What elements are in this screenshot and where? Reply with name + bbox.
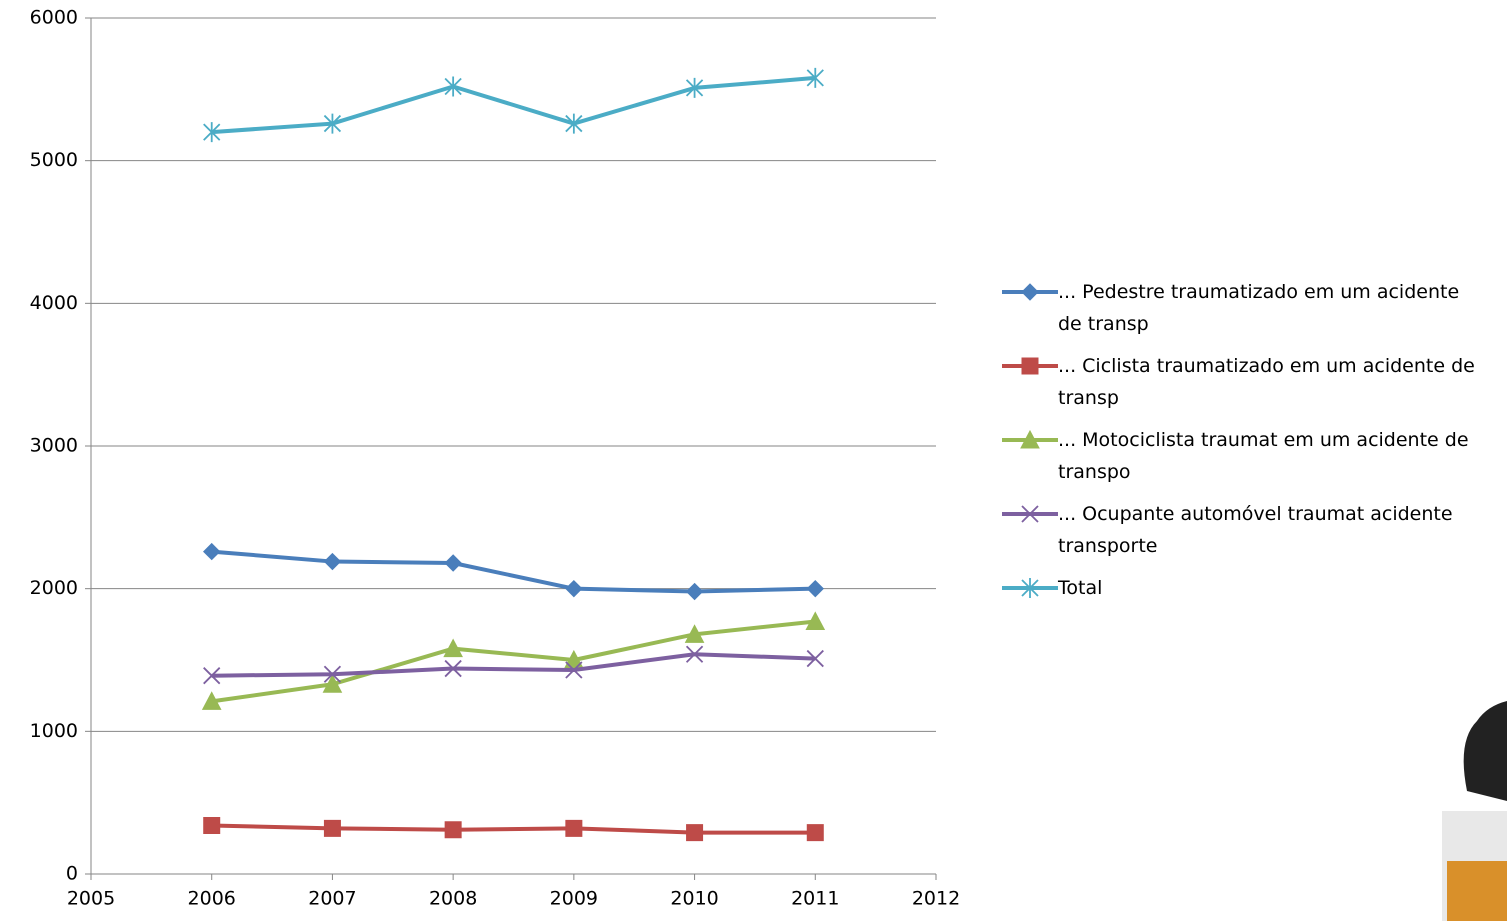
key-shape bbox=[1463, 701, 1507, 801]
marker bbox=[686, 824, 704, 842]
marker bbox=[685, 582, 704, 601]
legend-item: ... Pedestre traumatizado em um acidente… bbox=[1000, 276, 1500, 340]
x-tick-label: 2008 bbox=[429, 888, 477, 910]
x-tick-label: 2012 bbox=[912, 888, 960, 910]
x-tick-label: 2005 bbox=[67, 888, 115, 910]
legend-item: ... Ocupante automóvel traumat acidente … bbox=[1000, 498, 1500, 562]
series-line bbox=[211, 75, 816, 135]
marker bbox=[685, 77, 704, 98]
marker bbox=[444, 821, 462, 839]
series-line bbox=[211, 549, 816, 594]
marker bbox=[565, 661, 583, 679]
x-tick-label: 2010 bbox=[670, 888, 718, 910]
marker bbox=[565, 579, 583, 598]
x-tick-label: 2009 bbox=[550, 888, 598, 910]
marker bbox=[203, 122, 221, 143]
y-tick-label: 4000 bbox=[30, 292, 78, 314]
y-tick-label: 1000 bbox=[30, 720, 78, 742]
y-tick-label: 6000 bbox=[30, 7, 78, 29]
x-tick-label: 2011 bbox=[791, 888, 839, 910]
legend-symbol bbox=[1002, 283, 1058, 301]
y-tick-label: 3000 bbox=[30, 435, 78, 457]
legend-symbol bbox=[1002, 578, 1058, 598]
marker bbox=[565, 819, 583, 837]
marker bbox=[323, 113, 342, 134]
marker bbox=[203, 667, 221, 685]
legend-symbol bbox=[1002, 505, 1058, 523]
marker bbox=[1020, 429, 1040, 449]
marker bbox=[806, 649, 824, 668]
marker bbox=[443, 638, 463, 658]
x-tick-label: 2007 bbox=[308, 888, 356, 910]
marker bbox=[1021, 283, 1039, 301]
legend-label: ... Ocupante automóvel traumat acidente … bbox=[1058, 503, 1453, 557]
marker bbox=[685, 645, 704, 663]
drink bbox=[1447, 861, 1507, 921]
marker bbox=[323, 665, 342, 683]
legend-label: ... Pedestre traumatizado em um acidente… bbox=[1058, 281, 1460, 335]
legend-symbol bbox=[1002, 357, 1058, 375]
legend: ... Pedestre traumatizado em um acidente… bbox=[1000, 276, 1500, 614]
marker bbox=[323, 819, 341, 837]
marker bbox=[806, 579, 824, 598]
marker bbox=[806, 67, 824, 88]
marker bbox=[806, 824, 824, 842]
marker bbox=[1021, 505, 1039, 523]
marker bbox=[1021, 578, 1039, 598]
legend-item: ... Ciclista traumatizado em um acidente… bbox=[1000, 350, 1500, 414]
y-tick-label: 2000 bbox=[30, 577, 78, 599]
marker bbox=[203, 542, 221, 561]
marker bbox=[684, 624, 705, 643]
marker bbox=[203, 816, 221, 834]
chart: 0 1000 2000 3000 4000 5000 6000 2005 2006 2007 200… bbox=[30, 7, 961, 910]
y-tick-label: 5000 bbox=[30, 149, 78, 171]
legend-item: Total bbox=[1000, 572, 1500, 604]
legend-item: ... Motociclista traumat em um acidente … bbox=[1000, 424, 1500, 488]
legend-symbol bbox=[1002, 429, 1058, 449]
marker bbox=[444, 659, 462, 678]
decorative-photo bbox=[1442, 701, 1507, 921]
series-line bbox=[211, 619, 816, 704]
legend-label: ... Ciclista traumatizado em um acidente… bbox=[1058, 355, 1475, 409]
marker bbox=[565, 113, 583, 134]
series-line bbox=[211, 652, 816, 678]
marker bbox=[805, 611, 826, 630]
x-tick-label: 2006 bbox=[188, 888, 236, 910]
marker bbox=[201, 691, 222, 710]
marker bbox=[1021, 357, 1039, 375]
marker bbox=[444, 76, 462, 97]
series-line bbox=[211, 823, 816, 835]
legend-label: ... Motociclista traumat em um acidente … bbox=[1058, 429, 1469, 483]
y-tick-label: 0 bbox=[66, 863, 78, 885]
marker bbox=[322, 674, 343, 693]
marker bbox=[444, 554, 462, 572]
legend-label: Total bbox=[1058, 577, 1103, 599]
marker bbox=[323, 552, 342, 571]
